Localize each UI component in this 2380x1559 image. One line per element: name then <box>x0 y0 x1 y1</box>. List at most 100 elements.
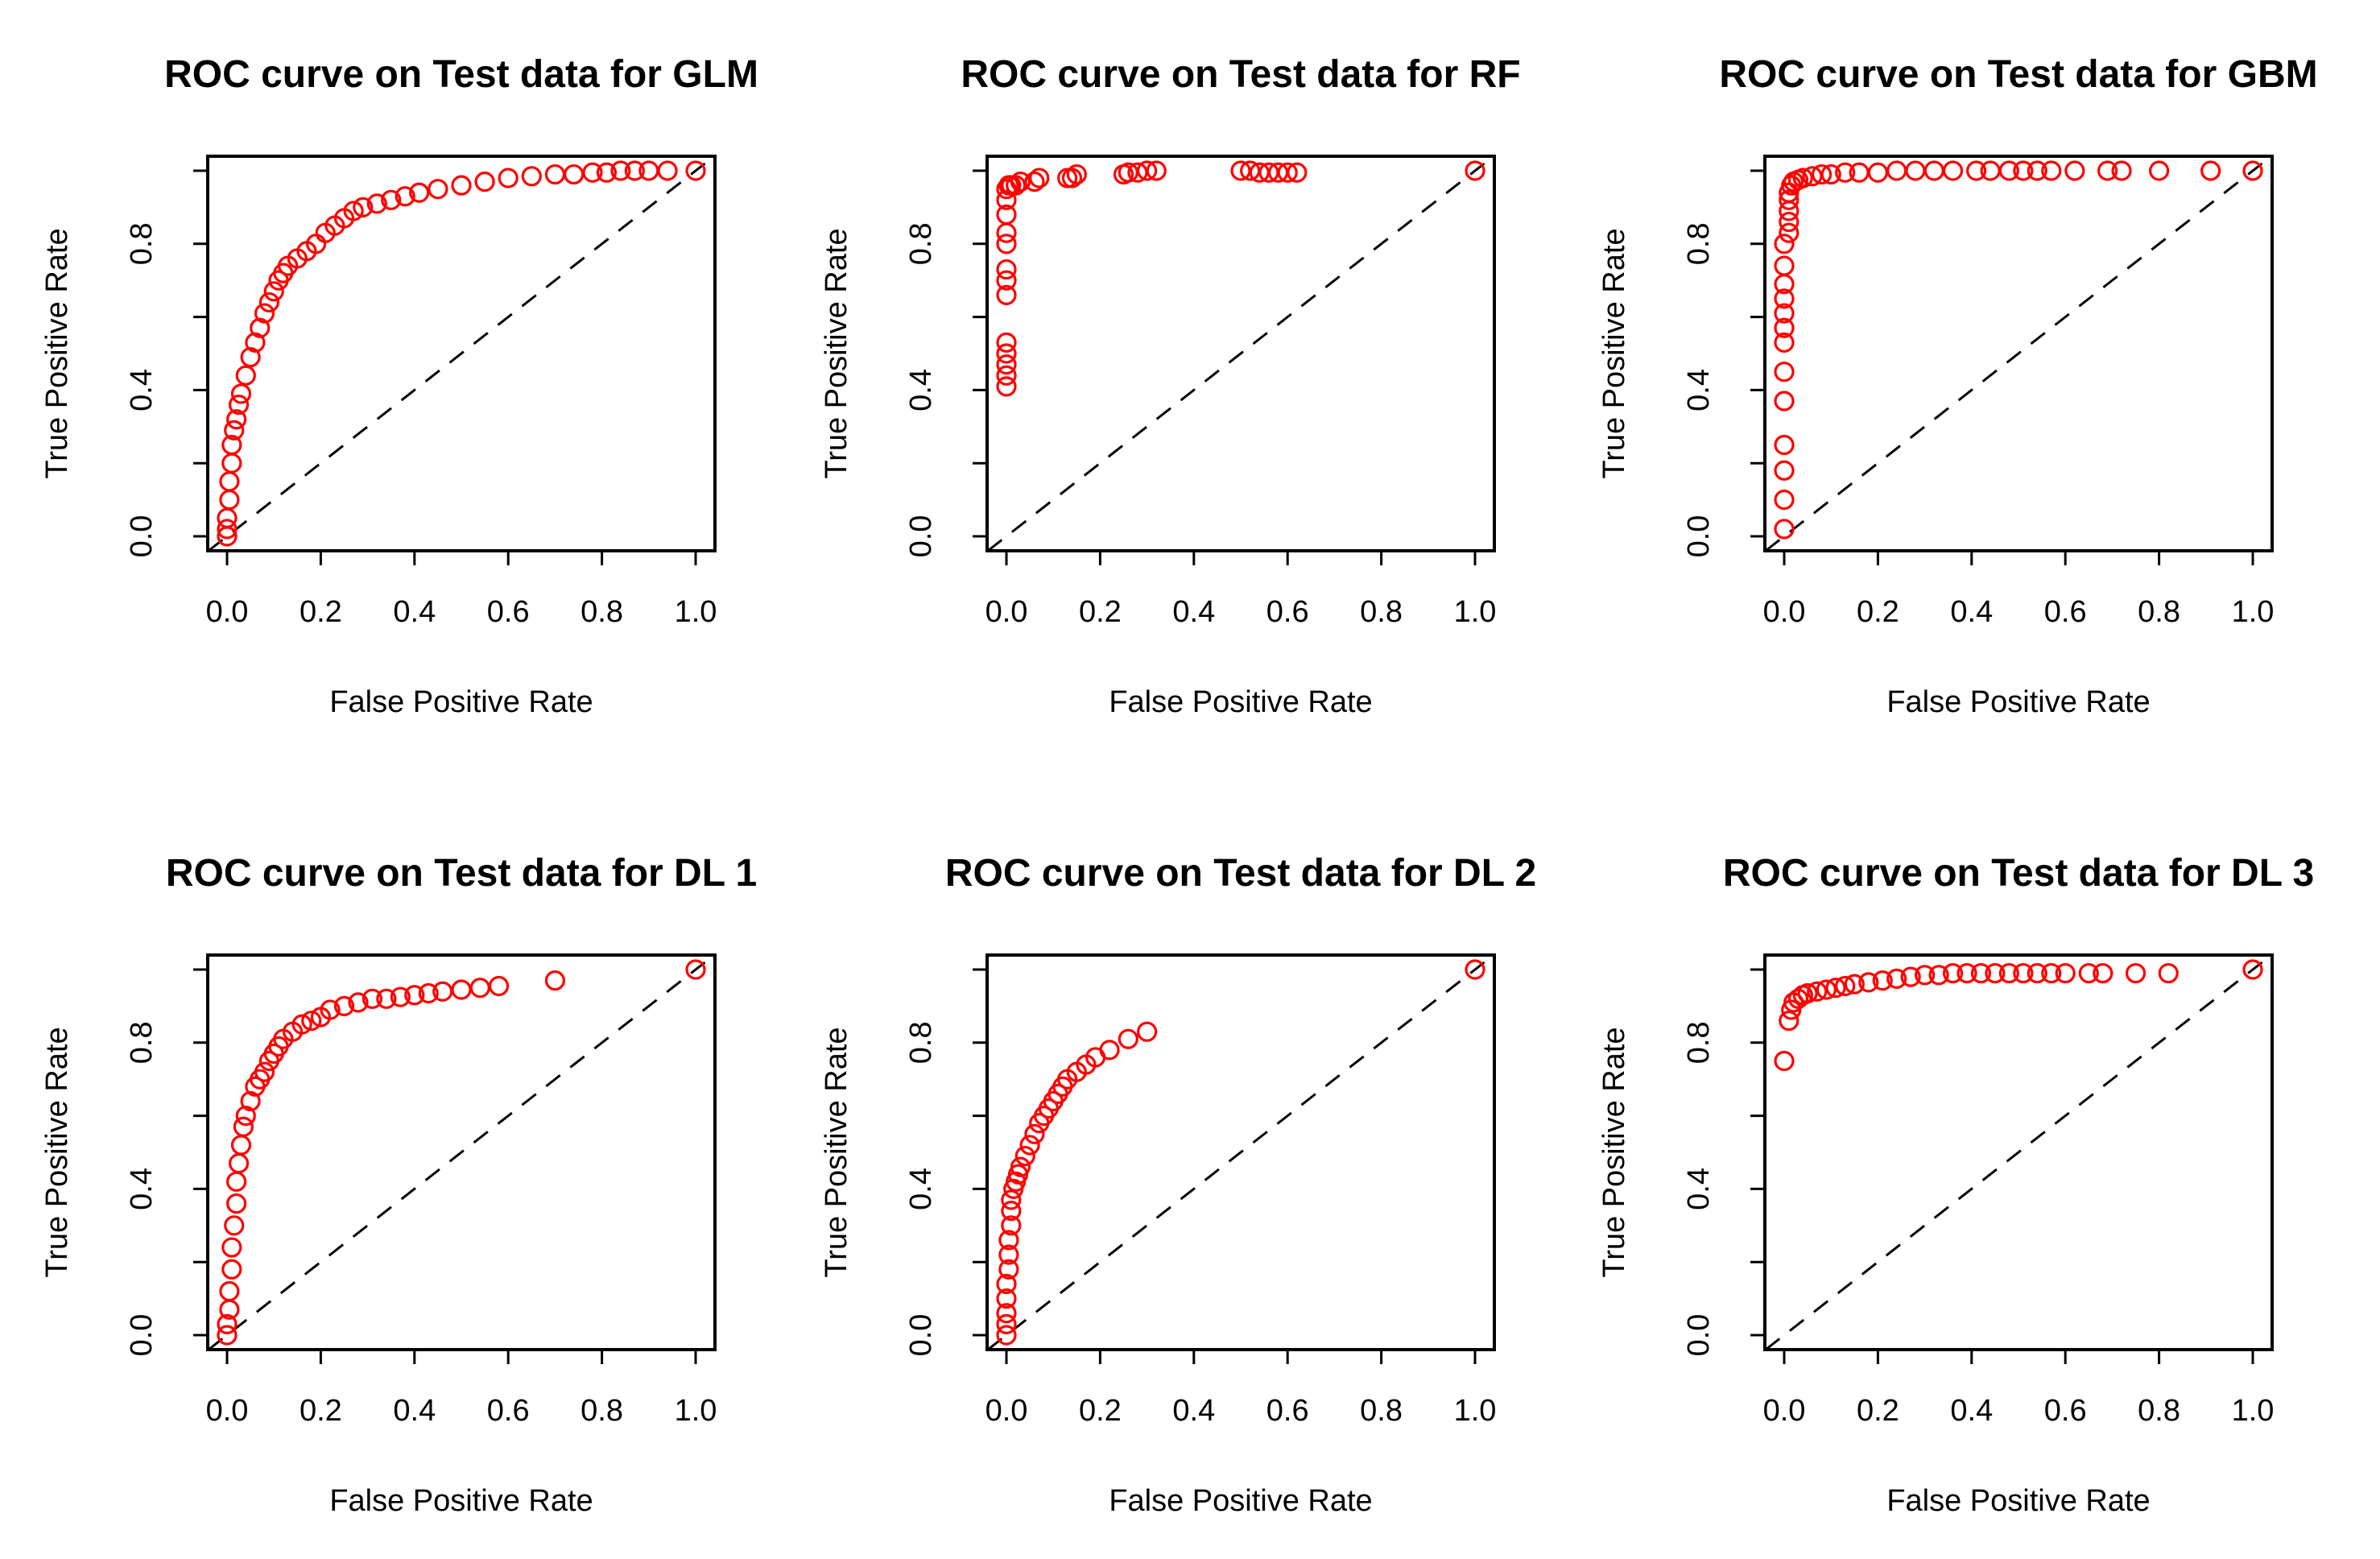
roc-point <box>582 162 603 183</box>
x-axis-label: False Positive Rate <box>1109 1484 1372 1518</box>
y-tick-label: 0.4 <box>125 1168 159 1210</box>
x-axis-label: False Positive Rate <box>1886 1484 2150 1518</box>
roc-panel-6: ROC curve on Test data for DL 3 0.0 0.2 0.4… <box>1597 852 2314 1518</box>
roc-panel-2: ROC curve on Test data for RF 0.0 0.2 0.4 0.… <box>820 53 1521 719</box>
roc-point <box>235 1105 256 1127</box>
roc-point <box>381 189 402 210</box>
roc-point <box>1010 172 1031 192</box>
roc-point <box>1024 172 1045 192</box>
roc-point <box>1465 959 1485 980</box>
x-tick-label: 0.8 <box>1360 595 1403 629</box>
roc-point <box>221 453 242 473</box>
roc-point <box>610 160 631 181</box>
random-classifier-diagonal <box>987 155 1494 552</box>
roc-point <box>1061 167 1083 188</box>
roc-point <box>996 284 1017 305</box>
roc-point <box>996 354 1017 375</box>
y-tick-label: 0.0 <box>904 1314 938 1357</box>
roc-point <box>1774 234 1795 254</box>
roc-point <box>245 332 266 353</box>
roc-point <box>1774 391 1795 411</box>
roc-point <box>1029 167 1050 188</box>
roc-point <box>1811 163 1833 185</box>
y-axis-label: True Positive Rate <box>40 228 74 478</box>
roc-point <box>258 292 279 313</box>
roc-point <box>2055 962 2076 984</box>
x-tick-label: 0.8 <box>1360 1394 1403 1428</box>
roc-point <box>451 175 472 196</box>
x-tick-label: 0.6 <box>1266 1394 1309 1428</box>
roc-point <box>228 1153 250 1174</box>
roc-point <box>996 1303 1017 1324</box>
chart-title: ROC curve on Test data for GLM <box>164 53 758 96</box>
roc-point <box>1287 162 1308 183</box>
roc-point <box>1905 160 1926 181</box>
roc-point <box>1998 160 2019 181</box>
roc-point <box>2093 962 2113 984</box>
roc-point <box>376 988 397 1009</box>
roc-point <box>1942 962 1964 984</box>
x-tick-label: 0.8 <box>2138 595 2180 629</box>
chart-title: ROC curve on Test data for DL 2 <box>945 852 1536 895</box>
y-tick-label: 0.0 <box>1682 1314 1716 1357</box>
x-axis-label: False Positive Rate <box>1109 685 1372 719</box>
roc-point <box>685 160 706 181</box>
y-axis-label: True Positive Rate <box>820 1027 853 1277</box>
x-tick-label: 0.6 <box>1266 595 1309 629</box>
roc-point <box>409 182 430 203</box>
roc-point <box>217 519 238 540</box>
roc-point <box>1816 979 1837 1000</box>
roc-point <box>1014 1145 1035 1167</box>
roc-point <box>224 1215 245 1236</box>
plot-frame <box>985 155 1496 552</box>
roc-point <box>1956 962 1977 984</box>
roc-point <box>2242 160 2263 181</box>
roc-point <box>240 1090 261 1112</box>
roc-point <box>996 270 1017 291</box>
roc-point <box>343 201 364 221</box>
roc-point <box>254 1061 275 1082</box>
roc-point <box>404 985 425 1006</box>
roc-point <box>1774 303 1795 324</box>
roc-point <box>263 281 284 302</box>
roc-panel-4: ROC curve on Test data for DL 1 0.0 0.2 0.4… <box>40 852 757 1518</box>
roc-point <box>217 1325 238 1346</box>
roc-point <box>2097 160 2118 181</box>
x-tick-label: 0.4 <box>393 595 436 629</box>
roc-point <box>395 186 415 207</box>
roc-point <box>217 1313 238 1334</box>
roc-point <box>254 303 275 324</box>
roc-point <box>1774 460 1795 481</box>
roc-point <box>348 992 369 1013</box>
x-axis-label: False Positive Rate <box>1886 685 2150 719</box>
roc-point <box>624 160 645 181</box>
x-tick-label: 0.4 <box>1950 595 1993 629</box>
roc-point <box>1942 160 1964 181</box>
roc-point <box>2013 160 2034 181</box>
x-tick-label: 0.0 <box>1763 1394 1806 1428</box>
roc-point <box>2027 962 2047 984</box>
roc-point <box>2013 962 2034 984</box>
roc-point <box>521 166 542 187</box>
x-axis-label: False Positive Rate <box>329 685 593 719</box>
roc-point <box>996 343 1017 364</box>
random-classifier-diagonal <box>1765 155 2272 552</box>
roc-point <box>230 1135 252 1156</box>
roc-point <box>1858 972 1879 993</box>
x-tick-label: 1.0 <box>1454 595 1497 629</box>
roc-point <box>1465 160 1485 181</box>
roc-point <box>2041 962 2062 984</box>
y-tick-label: 0.8 <box>125 222 159 265</box>
roc-point <box>362 988 383 1009</box>
x-tick-label: 1.0 <box>2232 595 2275 629</box>
x-tick-label: 1.0 <box>675 1394 717 1428</box>
y-tick-label: 0.0 <box>904 515 938 558</box>
roc-point <box>1825 978 1846 999</box>
roc-point <box>2064 160 2085 181</box>
roc-point <box>998 1259 1019 1280</box>
roc-point <box>1774 1050 1795 1072</box>
x-tick-label: 0.4 <box>1172 1394 1215 1428</box>
x-tick-label: 0.2 <box>1079 595 1122 629</box>
roc-point <box>1835 975 1856 997</box>
roc-point <box>1998 962 2019 984</box>
